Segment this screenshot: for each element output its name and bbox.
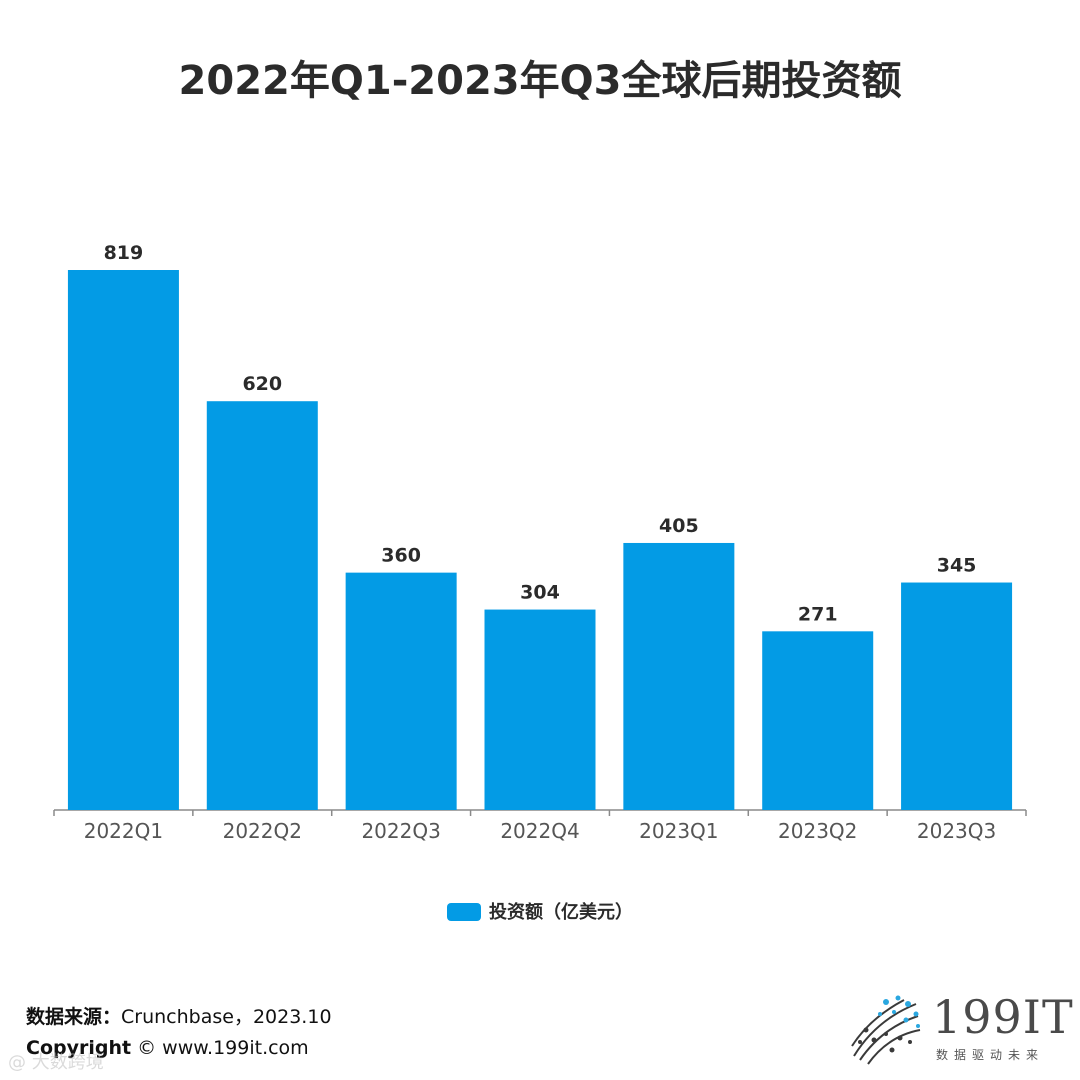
bar-2023Q1	[623, 542, 735, 810]
legend-label: 投资额（亿美元）	[489, 902, 633, 923]
data-label-2023Q2: 271	[798, 603, 838, 625]
x-tick-label-2022Q4: 2022Q4	[500, 819, 579, 843]
source-value: Crunchbase，2023.10	[121, 1006, 332, 1028]
logo: 199IT 数据驱动未来	[846, 990, 1073, 1070]
x-tick-label-2022Q2: 2022Q2	[223, 819, 302, 843]
watermark: @ 大数跨境	[8, 1052, 104, 1073]
bar-2022Q4	[484, 609, 596, 810]
copyright-label: Copyright	[26, 1037, 132, 1059]
footer-copyright: Copyright © www.199it.com	[26, 1037, 309, 1059]
x-tick-label-2022Q1: 2022Q1	[84, 819, 163, 843]
source-label: 数据来源：	[26, 1006, 122, 1028]
logo-text: 199IT	[932, 990, 1074, 1044]
x-tick-label-2023Q2: 2023Q2	[778, 819, 857, 843]
bar-2022Q2	[206, 401, 318, 810]
dot-globe-icon	[851, 995, 921, 1065]
chart-title: 2022年Q1-2023年Q3全球后期投资额	[178, 58, 902, 104]
bar-2022Q1	[67, 270, 179, 810]
copyright-value: © www.199it.com	[131, 1037, 309, 1059]
data-label-2023Q3: 345	[937, 555, 977, 577]
data-label-2022Q2: 620	[242, 373, 282, 395]
logo-subtitle: 数据驱动未来	[936, 1048, 1045, 1062]
bar-2023Q2	[762, 631, 874, 810]
x-tick-label-2023Q1: 2023Q1	[639, 819, 718, 843]
legend: 投资额（亿美元）	[0, 898, 1080, 924]
x-tick-label-2022Q3: 2022Q3	[361, 819, 440, 843]
x-tick-label-2023Q3: 2023Q3	[917, 819, 996, 843]
bar-2023Q3	[901, 582, 1013, 810]
data-label-2023Q1: 405	[659, 515, 699, 537]
data-label-2022Q4: 304	[520, 582, 560, 604]
bar-2022Q3	[345, 572, 457, 810]
data-label-2022Q1: 819	[104, 242, 144, 264]
footer-source: 数据来源：Crunchbase，2023.10	[26, 1002, 332, 1029]
legend-swatch	[447, 903, 481, 921]
data-label-2022Q3: 360	[381, 545, 421, 567]
